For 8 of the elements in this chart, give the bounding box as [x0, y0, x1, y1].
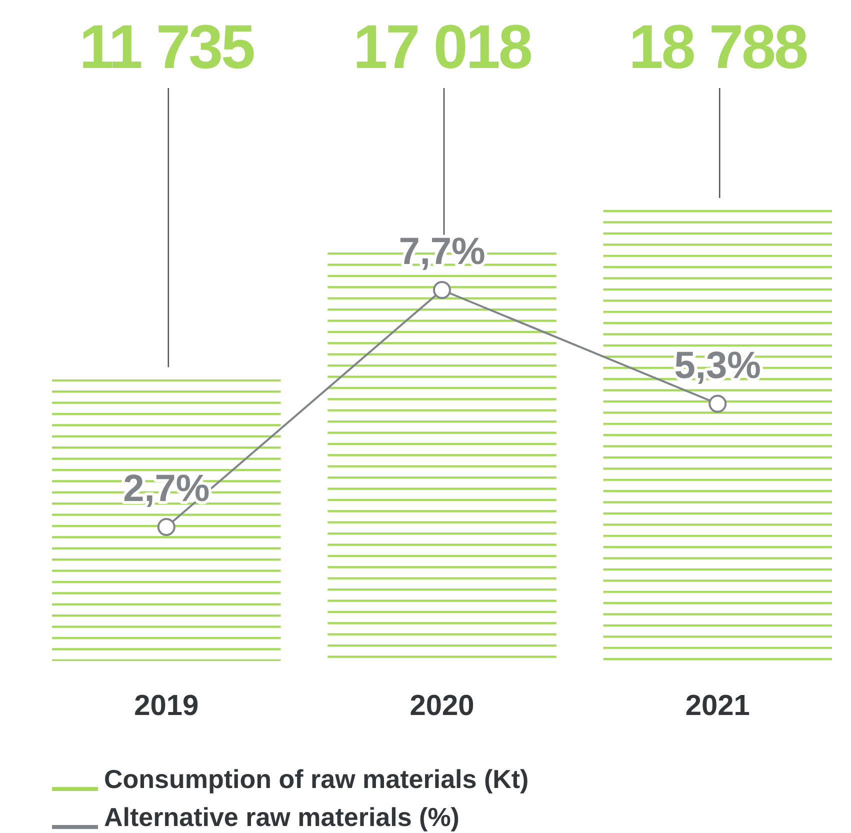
- x-tick-label: 2020: [410, 690, 474, 722]
- data-label: 18 788: [628, 13, 807, 82]
- data-label: 17 018: [353, 13, 532, 82]
- x-tick-label: 2021: [685, 690, 750, 722]
- data-label: 11 735: [79, 13, 254, 82]
- legend-label: Consumption of raw materials (Kt): [104, 764, 529, 794]
- x-tick-label: 2019: [134, 690, 199, 722]
- legend-label: Alternative raw materials (%): [104, 802, 460, 832]
